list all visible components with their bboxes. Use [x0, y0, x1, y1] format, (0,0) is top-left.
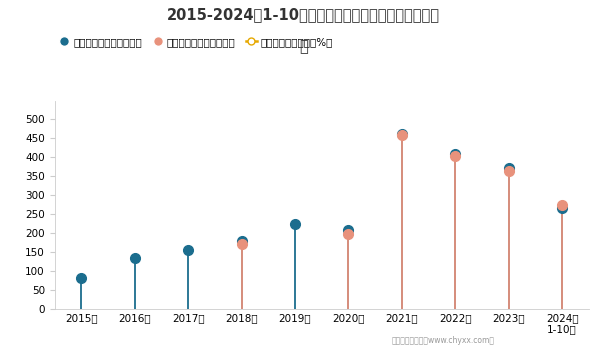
Text: 16.0%: 16.0% — [226, 219, 257, 229]
Text: 9.9%: 9.9% — [282, 225, 308, 236]
Text: -6.4%: -6.4% — [56, 242, 84, 252]
Text: 制图：智研咋询（www.chyxx.com）: 制图：智研咋询（www.chyxx.com） — [392, 336, 495, 345]
Legend: 利润总额累计値（亿元）, 营业利润累计値（亿元）, 利润总额累计增长（%）: 利润总额累计値（亿元）, 营业利润累计値（亿元）, 利润总额累计增长（%） — [55, 33, 337, 51]
Text: 2015-2024年1-10月宁夏回族自治区工业企业利润统计: 2015-2024年1-10月宁夏回族自治区工业企业利润统计 — [167, 7, 440, 22]
Text: -10.9%: -10.9% — [438, 246, 473, 256]
Text: 62.4%: 62.4% — [119, 173, 151, 183]
Text: 22.3%: 22.3% — [172, 213, 204, 223]
Text: -10.9%: -10.9% — [491, 246, 526, 256]
Text: 图: 图 — [299, 39, 308, 55]
Text: -8.7%: -8.7% — [548, 244, 577, 254]
Text: 114.8%: 114.8% — [383, 119, 421, 129]
Text: -9.0%: -9.0% — [334, 244, 363, 254]
